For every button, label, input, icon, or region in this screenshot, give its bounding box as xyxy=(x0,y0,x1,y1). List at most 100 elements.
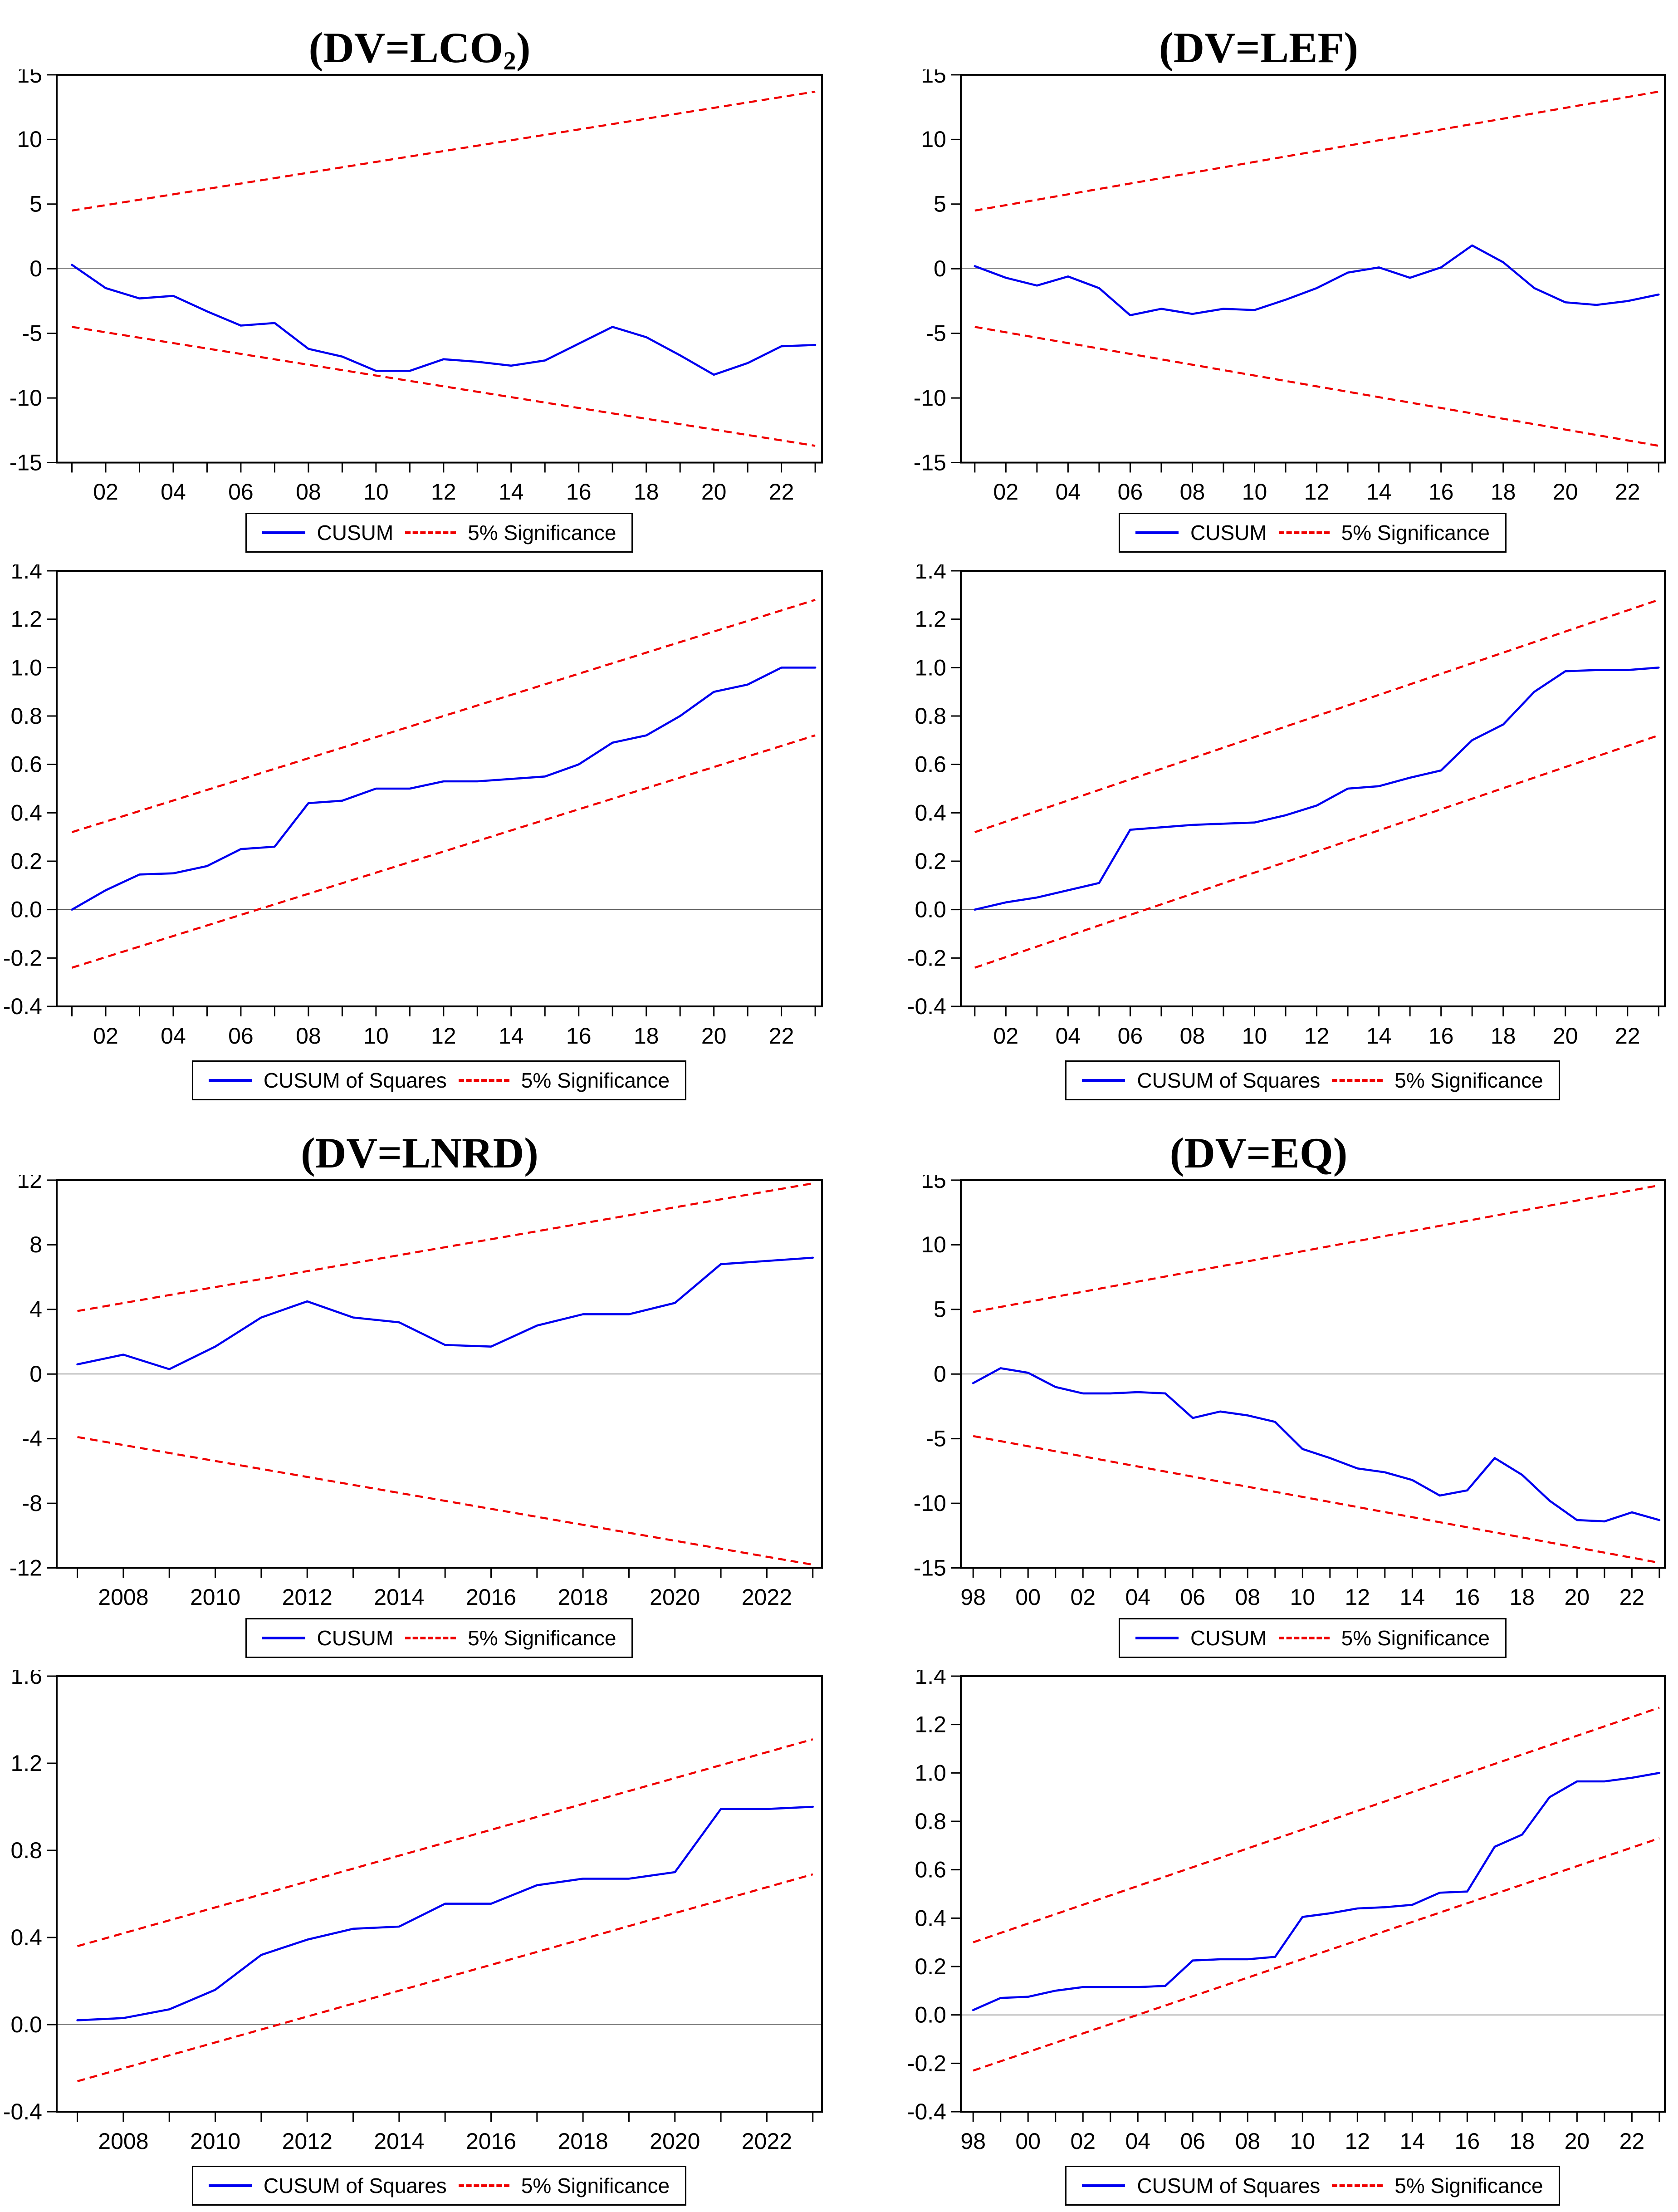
cusum-plot-lco2: 02 04 06 08 10 12 14 16 18 20 22 15 10 5 0 -5 -10 -15 xyxy=(10,69,823,505)
y-tick-label: -10 xyxy=(913,1491,946,1516)
x-tick-label: 20 xyxy=(701,1023,727,1049)
y-tick-label: 15 xyxy=(17,69,42,88)
x-tick-label: 14 xyxy=(1366,479,1391,505)
legend-label: 5% Significance xyxy=(1394,1069,1543,1092)
x-tick-label: 08 xyxy=(1235,1584,1260,1610)
plot-box xyxy=(56,74,823,464)
x-tick-label: 06 xyxy=(228,479,254,505)
significance-lower xyxy=(974,734,1659,969)
x-tick-label: 12 xyxy=(1304,479,1329,505)
y-tick-label: -10 xyxy=(913,385,946,411)
legend-dash-sample xyxy=(1332,2184,1383,2187)
series-line xyxy=(973,244,1660,317)
legend-label: 5% Significance xyxy=(1341,1626,1490,1650)
y-tick-label: 0.0 xyxy=(915,2002,946,2028)
legend-label: CUSUM xyxy=(317,521,394,544)
legend-eq-cusum: CUSUM 5% Significance xyxy=(1119,1618,1507,1658)
y-tick-label: 0.8 xyxy=(10,703,42,729)
x-tick-label: 18 xyxy=(1490,1023,1516,1049)
x-tick-label: 08 xyxy=(296,479,321,505)
x-tick-label: 2008 xyxy=(98,2129,148,2154)
x-tick-label: 20 xyxy=(1564,1584,1590,1610)
y-tick-label: 5 xyxy=(934,1297,946,1322)
y-tick-label: 1.0 xyxy=(915,1760,946,1785)
x-tick-label: 08 xyxy=(1179,1023,1205,1049)
y-tick-label: -15 xyxy=(913,1555,946,1581)
x-tick-label: 12 xyxy=(1304,1023,1329,1049)
cusum-plot-lnrd: 2008 2010 2012 2014 2016 2018 2020 2022 12 8 4 0 -4 -… xyxy=(10,1175,823,1610)
plot-box xyxy=(56,570,823,1007)
x-tick-label: 14 xyxy=(1366,1023,1391,1049)
significance-lower xyxy=(973,1837,1660,2072)
x-tick-label: 10 xyxy=(363,479,389,505)
x-tick-label: 10 xyxy=(363,1023,389,1049)
cusum-plot-eq: 98 00 02 04 06 08 10 12 14 16 18 20 22 15 10 5 0 -5 -10 -15 xyxy=(913,1175,1666,1610)
x-tick-label: 16 xyxy=(566,479,592,505)
x-tick-label: 02 xyxy=(993,479,1018,505)
x-tick-label: 18 xyxy=(1490,479,1516,505)
x-tick-label: 2022 xyxy=(742,2129,792,2154)
chart-title-eq: (DV=EQ) xyxy=(1170,1105,1348,1175)
x-tick-label: 14 xyxy=(1399,1584,1425,1610)
legend-line-sample xyxy=(1082,2184,1125,2187)
x-tick-label: 04 xyxy=(1125,1584,1150,1610)
significance-upper xyxy=(77,1182,813,1312)
y-tick-label: -0.2 xyxy=(907,945,946,971)
cusumsq-plot-eq: 98 00 02 04 06 08 10 12 14 16 18 20 22 1.4 1.2 1.0 0.8 0.… xyxy=(907,1670,1666,2154)
cusumsq-plot-lef: 02 04 06 08 10 12 14 16 18 20 22 1.4 1.2 1.0 0.8 0.6 0.4… xyxy=(907,564,1666,1049)
cusum-plot-lef: 02 04 06 08 10 12 14 16 18 20 22 15 10 5 0 -5 -10 -15 xyxy=(913,69,1666,505)
y-tick-label: 0.2 xyxy=(10,849,42,874)
cusumsq-plot-lco2: 02 04 06 08 10 12 14 16 18 20 22 1.4 1.2 1.0 0.8 0.6 0.4… xyxy=(3,564,823,1049)
significance-lower xyxy=(973,1435,1659,1564)
legend-label: CUSUM xyxy=(317,1626,394,1650)
title-subscript: 2 xyxy=(503,47,516,76)
y-tick-label: -10 xyxy=(10,385,42,411)
title-text: (DV=EQ) xyxy=(1169,1129,1348,1177)
x-tick-label: 2020 xyxy=(650,2129,700,2154)
x-tick-label: 14 xyxy=(1399,2129,1425,2154)
y-tick-label: 0.2 xyxy=(915,1954,946,1979)
x-tick-label: 12 xyxy=(1345,1584,1370,1610)
x-tick-label: 16 xyxy=(566,1023,592,1049)
y-tick-label: -8 xyxy=(22,1491,42,1516)
y-tick-label: 1.0 xyxy=(915,655,946,680)
series-line xyxy=(76,1805,814,2021)
y-tick-label: 0.8 xyxy=(915,703,946,729)
chart-block-lco2-cusumsq: 02 04 06 08 10 12 14 16 18 20 22 1.4 1.2 1.0 0.8 0.6 0.4… xyxy=(0,553,839,1105)
x-tick-label: 2016 xyxy=(466,2129,516,2154)
x-tick-label: 18 xyxy=(634,1023,659,1049)
series-line xyxy=(71,667,817,911)
chart-block-lef-cusumsq: 02 04 06 08 10 12 14 16 18 20 22 1.4 1.2 1.0 0.8 0.6 0.4… xyxy=(839,553,1678,1105)
y-tick-label: -12 xyxy=(10,1555,42,1581)
y-tick-label: 1.4 xyxy=(915,1670,946,1689)
legend-dash-sample xyxy=(1278,1637,1330,1639)
title-text: ) xyxy=(516,24,531,72)
x-tick-label: 2018 xyxy=(558,2129,608,2154)
plot-box xyxy=(959,570,1666,1007)
x-tick-label: 98 xyxy=(960,1584,986,1610)
legend-line-sample xyxy=(262,531,305,534)
legend-line-sample xyxy=(208,1079,252,1082)
y-tick-label: 0.4 xyxy=(10,800,42,825)
y-tick-label: -0.4 xyxy=(3,2099,42,2124)
x-tick-label: 02 xyxy=(93,479,118,505)
x-tick-label: 04 xyxy=(1055,1023,1081,1049)
x-tick-label: 2010 xyxy=(190,2129,240,2154)
significance-upper xyxy=(972,1707,1660,1943)
chart-block-lnrd-cusumsq: 2008 2010 2012 2014 2016 2018 2020 2022 1.6 1.2 0.… xyxy=(0,1658,839,2211)
x-tick-label: 2020 xyxy=(650,1584,700,1610)
x-tick-label: 06 xyxy=(1117,1023,1143,1049)
x-tick-label: 22 xyxy=(769,479,794,505)
legend-eq-cusumsq: CUSUM of Squares 5% Significance xyxy=(1065,2166,1560,2206)
x-tick-label: 06 xyxy=(1117,479,1143,505)
x-tick-label: 2012 xyxy=(282,2129,333,2154)
x-tick-label: 22 xyxy=(769,1023,794,1049)
x-tick-label: 98 xyxy=(960,2129,986,2154)
legend-label: 5% Significance xyxy=(468,1626,616,1650)
x-tick-label: 20 xyxy=(1552,479,1578,505)
x-tick-label: 16 xyxy=(1428,479,1453,505)
x-tick-label: 00 xyxy=(1015,1584,1041,1610)
x-tick-label: 12 xyxy=(431,479,456,505)
title-text: (DV=LCO xyxy=(308,24,504,72)
